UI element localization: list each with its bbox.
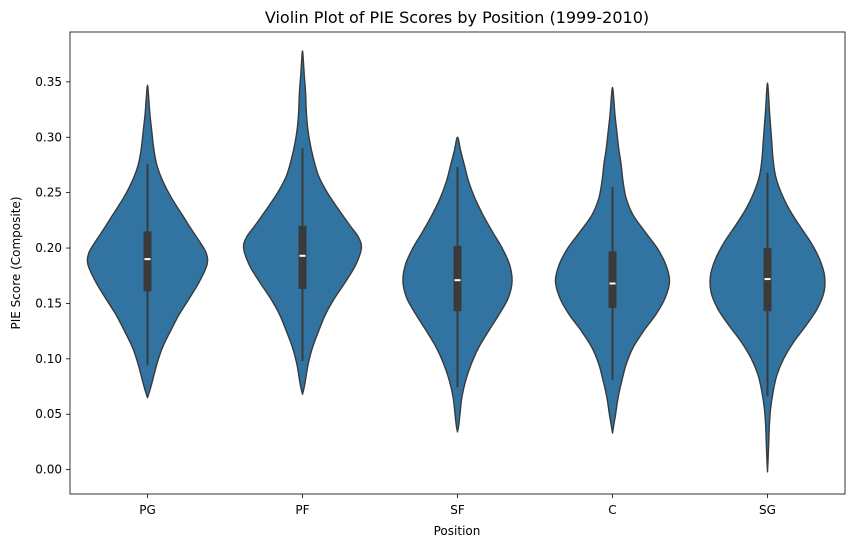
chart-title: Violin Plot of PIE Scores by Position (1… (265, 8, 649, 27)
x-tick-label: PG (139, 503, 156, 517)
iqr-box-pf (298, 225, 307, 290)
plot-frame (69, 31, 846, 495)
x-tick-label: SF (450, 503, 465, 517)
y-tick-label: 0.25 (35, 186, 62, 200)
y-axis-label: PIE Score (Composite) (9, 196, 23, 329)
x-axis-label: Position (434, 524, 481, 538)
y-tick-label: 0.10 (35, 352, 62, 366)
y-tick-label: 0.35 (35, 75, 62, 89)
iqr-box-c (608, 251, 617, 308)
violin-group (86, 50, 826, 473)
iqr-box-sf (453, 245, 462, 312)
y-tick-label: 0.00 (35, 463, 62, 477)
y-tick-label: 0.20 (35, 241, 62, 255)
x-tick-label: C (608, 503, 616, 517)
y-tick-label: 0.30 (35, 130, 62, 144)
iqr-box-pg (143, 231, 152, 292)
y-tick-label: 0.05 (35, 407, 62, 421)
x-axis-ticks: PG PF SF C SG (139, 494, 776, 517)
x-tick-label: SG (759, 503, 776, 517)
y-tick-label: 0.15 (35, 296, 62, 310)
y-axis-ticks: 0.00 0.05 0.10 0.15 0.20 0.25 0.30 0.35 (35, 75, 70, 477)
x-tick-label: PF (295, 503, 309, 517)
